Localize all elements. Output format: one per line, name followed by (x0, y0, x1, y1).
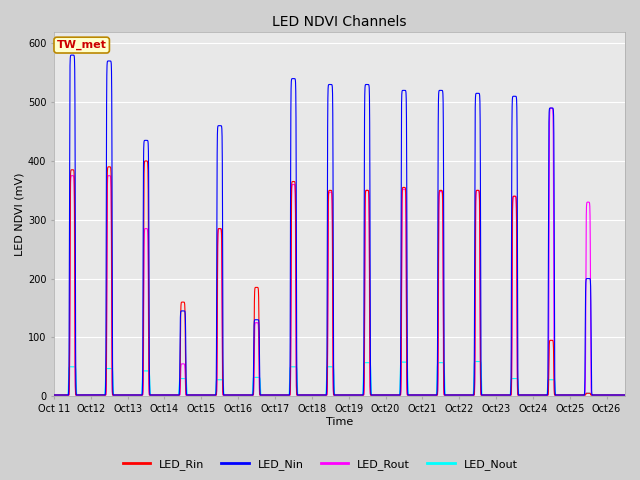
X-axis label: Time: Time (326, 417, 353, 427)
Y-axis label: LED NDVI (mV): LED NDVI (mV) (15, 172, 25, 256)
Title: LED NDVI Channels: LED NDVI Channels (272, 15, 406, 29)
Text: TW_met: TW_met (57, 40, 107, 50)
Legend: LED_Rin, LED_Nin, LED_Rout, LED_Nout: LED_Rin, LED_Nin, LED_Rout, LED_Nout (118, 455, 522, 474)
